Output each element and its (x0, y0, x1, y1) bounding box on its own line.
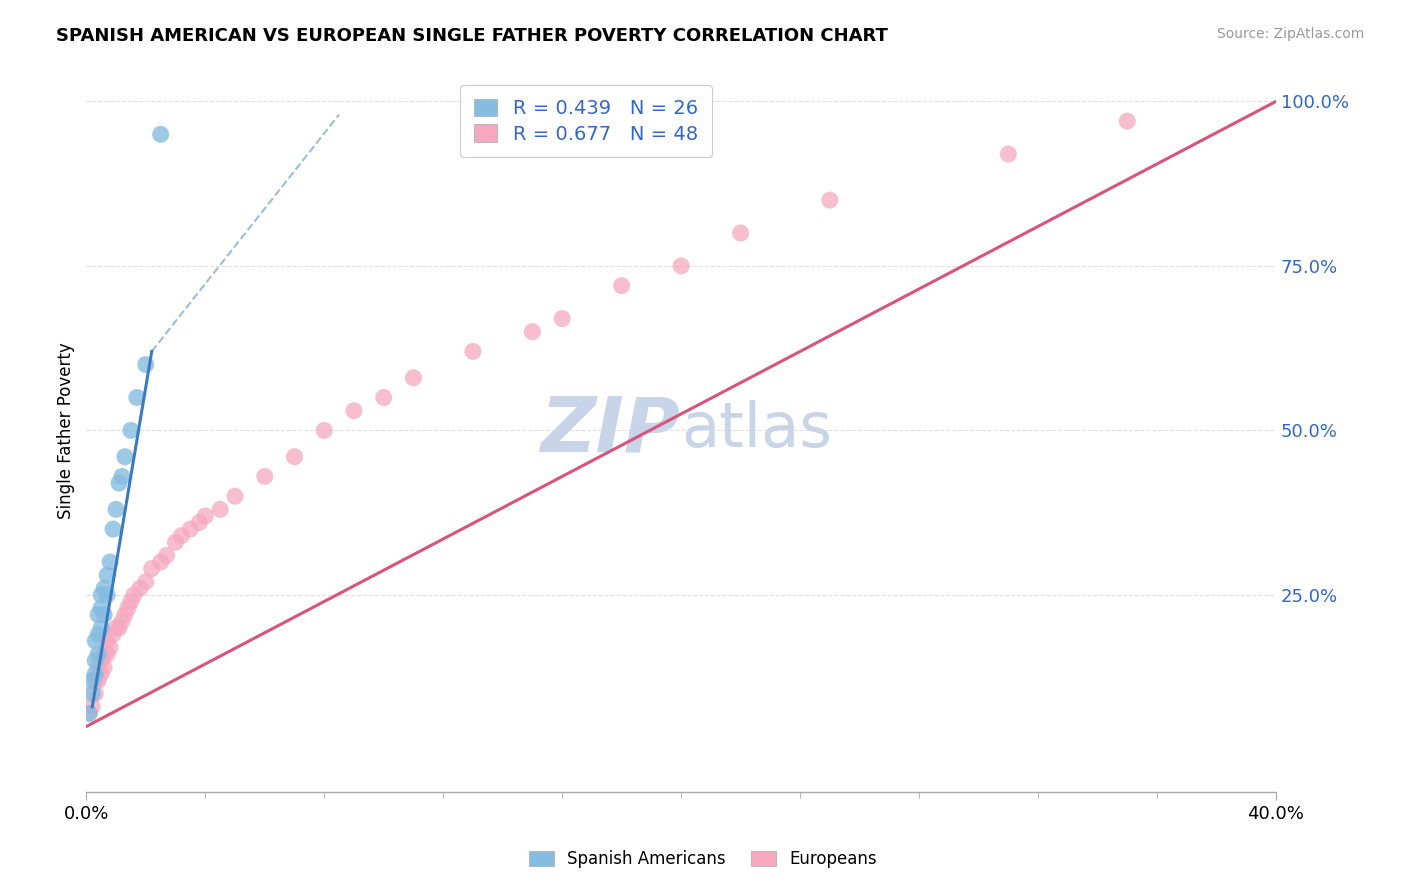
Point (82, 687, 104, 701)
Point (82, 673, 104, 688)
Point (87, 660, 110, 674)
Point (96, 568, 118, 582)
Point (93, 647, 115, 661)
Point (194, 508, 217, 523)
Point (253, 469, 276, 483)
Point (108, 476, 131, 491)
Point (125, 391, 148, 405)
Point (84, 687, 107, 701)
Point (1116, 114, 1139, 128)
Point (93, 607, 115, 622)
Point (90, 654, 112, 668)
Point (730, 226, 752, 240)
Point (188, 516, 211, 530)
Point (283, 450, 305, 464)
Point (93, 660, 115, 674)
Point (128, 582, 150, 596)
Point (522, 325, 544, 339)
Point (87, 627, 110, 641)
Point (96, 588, 118, 602)
Point (170, 529, 193, 543)
Legend: R = 0.439   N = 26, R = 0.677   N = 48: R = 0.439 N = 26, R = 0.677 N = 48 (460, 86, 711, 157)
Point (149, 128, 172, 142)
Point (90, 588, 112, 602)
Point (209, 502, 232, 516)
Text: ZIP: ZIP (541, 393, 681, 467)
Point (111, 469, 134, 483)
Point (818, 193, 841, 207)
Point (105, 621, 128, 635)
Point (135, 574, 157, 589)
Point (77, 706, 100, 721)
Point (551, 311, 574, 326)
Point (87, 647, 110, 661)
Point (98, 555, 121, 569)
Point (373, 391, 395, 405)
Point (122, 588, 145, 602)
Point (402, 371, 425, 385)
Point (90, 621, 112, 635)
Point (461, 344, 484, 359)
Point (114, 607, 136, 622)
Point (179, 522, 201, 536)
Point (84, 634, 107, 648)
Point (135, 358, 157, 372)
Point (84, 666, 107, 681)
Point (141, 561, 163, 575)
Point (90, 601, 112, 615)
Point (87, 673, 110, 688)
Point (120, 594, 142, 608)
Point (120, 424, 142, 438)
Point (105, 502, 128, 516)
Point (314, 424, 336, 438)
Point (343, 403, 366, 417)
Point (90, 666, 112, 681)
Point (93, 582, 115, 596)
Point (165, 535, 187, 549)
Point (96, 634, 118, 648)
Point (87, 607, 110, 622)
Point (98, 640, 121, 655)
Y-axis label: Single Father Poverty: Single Father Poverty (58, 342, 75, 519)
Point (155, 549, 177, 563)
Point (101, 627, 124, 641)
Text: SPANISH AMERICAN VS EUROPEAN SINGLE FATHER POVERTY CORRELATION CHART: SPANISH AMERICAN VS EUROPEAN SINGLE FATH… (56, 27, 889, 45)
Point (84, 654, 107, 668)
Point (610, 278, 633, 293)
Point (84, 673, 107, 688)
Point (108, 621, 131, 635)
Point (96, 647, 118, 661)
Point (101, 522, 124, 536)
Point (149, 555, 172, 569)
Text: Source: ZipAtlas.com: Source: ZipAtlas.com (1216, 27, 1364, 41)
Point (669, 259, 692, 273)
Point (997, 147, 1019, 161)
Text: atlas: atlas (681, 401, 832, 460)
Point (224, 489, 246, 503)
Point (114, 450, 136, 464)
Point (82, 699, 104, 714)
Point (117, 601, 139, 615)
Point (111, 614, 134, 628)
Legend: Spanish Americans, Europeans: Spanish Americans, Europeans (523, 844, 883, 875)
Point (77, 706, 100, 721)
